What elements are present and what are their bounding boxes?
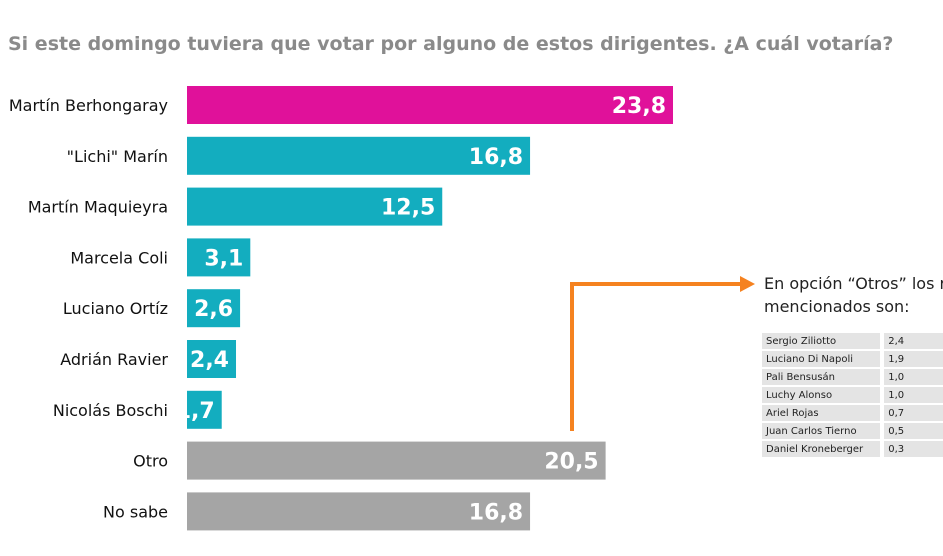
bar (187, 441, 606, 480)
others-name: Luciano Di Napoli (762, 351, 881, 367)
others-name: Ariel Rojas (762, 405, 881, 421)
bar (187, 86, 673, 124)
others-value: 0,5 (880, 423, 943, 439)
chart-title: Si este domingo tuviera que votar por al… (8, 33, 894, 55)
bar (187, 136, 531, 175)
others-name: Sergio Ziliotto (762, 333, 881, 349)
bar (187, 492, 531, 531)
others-arrow (570, 282, 742, 431)
others-value: 2,4 (880, 333, 943, 349)
value-label: 2,4 (190, 348, 229, 373)
arrow-head-icon (740, 276, 755, 292)
category-label: Martín Maquieyra (28, 198, 168, 217)
others-value: 0,7 (880, 405, 943, 421)
bar (187, 390, 222, 429)
table-row: Ariel Rojas 0,7 (762, 405, 943, 421)
category-label: Martín Berhongaray (9, 96, 168, 115)
category-label: Otro (133, 452, 168, 471)
others-name: Luchy Alonso (762, 387, 881, 403)
others-value: 1,0 (880, 387, 943, 403)
category-label: Nicolás Boschi (53, 401, 168, 420)
bar (187, 187, 443, 226)
others-value: 1,0 (880, 369, 943, 385)
category-label: No sabe (103, 502, 168, 521)
value-label: 3,1 (204, 246, 243, 271)
value-label: 20,5 (544, 450, 598, 475)
category-label: "Lichi" Marín (67, 147, 168, 166)
table-row: Daniel Kroneberger 0,3 (762, 441, 943, 457)
others-name: Daniel Kroneberger (762, 441, 881, 457)
table-row: Luchy Alonso 1,0 (762, 387, 943, 403)
category-label: Marcela Coli (70, 248, 168, 267)
value-label: 12,5 (381, 196, 435, 221)
table-row: Pali Bensusán 1,0 (762, 369, 943, 385)
bar (187, 340, 237, 378)
table-row: Luciano Di Napoli 1,9 (762, 351, 943, 367)
value-label: 23,8 (612, 94, 666, 119)
table-row: Juan Carlos Tierno 0,5 (762, 423, 943, 439)
others-name: Juan Carlos Tierno (762, 423, 881, 439)
value-label: 16,8 (469, 145, 523, 170)
bar (187, 238, 251, 277)
others-value: 1,9 (880, 351, 943, 367)
others-note: En opción “Otros” los r mencionados son: (764, 274, 943, 316)
others-value: 0,3 (880, 441, 943, 457)
value-label: 1,7 (176, 399, 215, 424)
others-table: Sergio Ziliotto 2,4 Luciano Di Napoli 1,9 Pa… (762, 331, 943, 459)
value-label: 2,6 (194, 297, 233, 322)
category-label: Luciano Ortíz (63, 299, 168, 318)
others-name: Pali Bensusán (762, 369, 881, 385)
bar (187, 289, 241, 328)
table-row: Sergio Ziliotto 2,4 (762, 333, 943, 349)
category-label: Adrián Ravier (60, 350, 168, 369)
value-label: 16,8 (469, 500, 523, 525)
